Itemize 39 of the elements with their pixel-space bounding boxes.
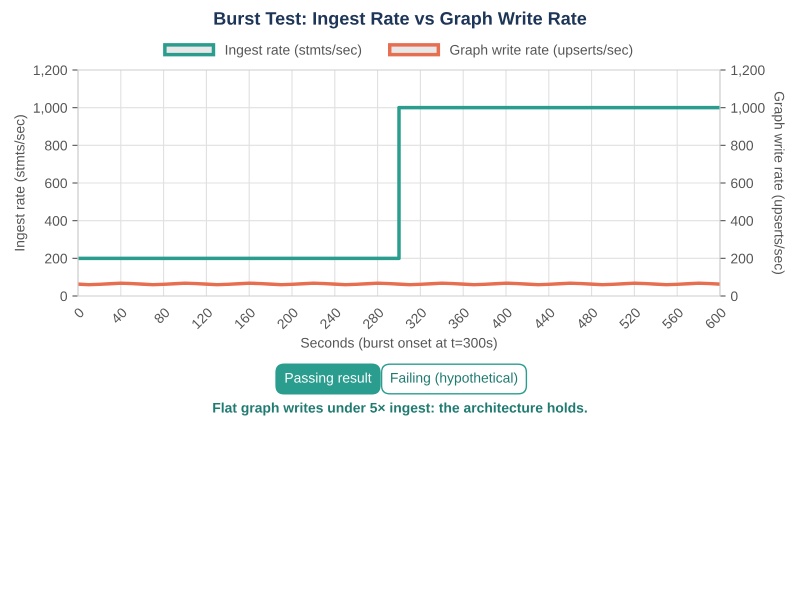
x-tick-label: 600 [704, 307, 727, 330]
y-axis-title: Ingest rate (stmts/sec) [14, 115, 28, 250]
y-tick-label: 1,000 [34, 103, 68, 114]
y-tick-label: 1,200 [34, 65, 68, 77]
y2-tick-label: 1,000 [731, 103, 765, 114]
x-tick-label: 360 [447, 307, 470, 330]
text: Flat graph writes under 5× ingest: the architecture holds. [213, 402, 587, 416]
chart-title: Burst Test: Ingest Rate vs Graph Write Rate [214, 12, 586, 28]
x-tick-label: 240 [319, 307, 342, 330]
x-tick-label: 320 [404, 307, 428, 330]
y-tick-label: 600 [45, 178, 68, 188]
text: Passing result [286, 372, 372, 386]
x-tick-label: 520 [618, 307, 642, 330]
y2-tick-label: 600 [731, 178, 754, 188]
x-tick-label: 80 [153, 307, 170, 324]
x-tick-label: 200 [276, 307, 299, 330]
y-tick-label: 400 [44, 216, 68, 226]
x-tick-label: 40 [110, 307, 128, 324]
legend-label: Ingest rate (stmts/sec) [226, 44, 362, 58]
x-tick-label: 560 [661, 307, 684, 330]
x-tick-label: 440 [532, 307, 556, 330]
x-tick-label: 400 [490, 307, 513, 330]
x-tick-label: 0 [73, 307, 85, 319]
text: Failing (hypothetical) [391, 372, 518, 386]
y-tick-label: 800 [45, 140, 68, 151]
y2-tick-label: 1,200 [731, 65, 765, 77]
y2-tick-label: 200 [731, 254, 754, 264]
x-tick-label: 280 [362, 307, 384, 330]
x-tick-label: 480 [576, 307, 598, 330]
legend-label: Graph write rate (upserts/sec) [450, 44, 632, 58]
x-tick-label: 120 [191, 307, 214, 330]
y2-tick-label: 400 [730, 216, 754, 226]
y2-axis-title: Graph write rate (upserts/sec) [772, 92, 785, 274]
y2-tick-label: 800 [731, 140, 754, 151]
y2-tick-label: 0 [730, 291, 738, 302]
y-tick-label: 0 [60, 291, 68, 302]
x-axis-title: Seconds (burst onset at t=300s) [301, 338, 497, 350]
y-tick-label: 200 [45, 254, 68, 264]
x-tick-label: 160 [234, 307, 256, 330]
